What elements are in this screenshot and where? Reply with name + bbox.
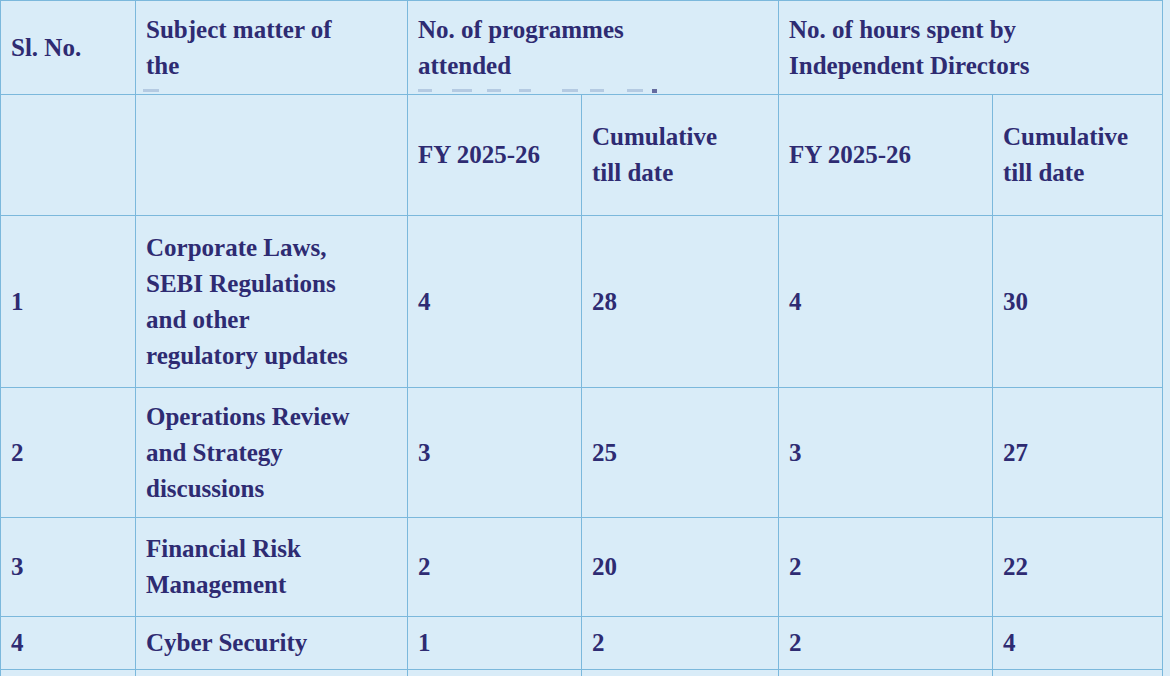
subheader-hours-fy: FY 2025-26 [779, 95, 993, 216]
cell-hours-cumulative: 4 [993, 617, 1163, 670]
cell-programmes-fy: 1 [408, 617, 582, 670]
cell-programmes-fy: 4 [408, 216, 582, 388]
cell-programmes-fy: 2 [408, 518, 582, 617]
cell-sl-no: 3 [1, 518, 136, 617]
subheader-hours-cumulative: Cumulative till date [993, 95, 1163, 216]
cell-programmes-cumulative: 2 [582, 617, 779, 670]
cell-sl-no: 1 [1, 216, 136, 388]
header-sl-no: Sl. No. [1, 1, 136, 95]
table-row: 4 Cyber Security 1 2 2 4 [1, 617, 1163, 670]
cell-programmes-cumulative: 20 [582, 518, 779, 617]
table-row-clipped [1, 670, 1163, 676]
cell-sl-no: 4 [1, 617, 136, 670]
cell-clipped [408, 670, 582, 676]
subheader-empty-sl [1, 95, 136, 216]
cell-subject: Cyber Security [136, 617, 408, 670]
cell-clipped [582, 670, 779, 676]
subheader-programmes-fy: FY 2025-26 [408, 95, 582, 216]
cell-subject: Financial Risk Management [136, 518, 408, 617]
header-row-groups: Sl. No. Subject matter of the No. of pro… [1, 1, 1163, 95]
cell-clipped [993, 670, 1163, 676]
cell-hours-cumulative: 27 [993, 388, 1163, 518]
cell-subject: Operations Review and Strategy discussio… [136, 388, 408, 518]
subheader-programmes-cumulative: Cumulative till date [582, 95, 779, 216]
cell-sl-no: 2 [1, 388, 136, 518]
table-row: 2 Operations Review and Strategy discuss… [1, 388, 1163, 518]
table-row: 3 Financial Risk Management 2 20 2 22 [1, 518, 1163, 617]
cell-hours-fy: 2 [779, 617, 993, 670]
cell-hours-cumulative: 30 [993, 216, 1163, 388]
cell-clipped [136, 670, 408, 676]
table-row: 1 Corporate Laws, SEBI Regulations and o… [1, 216, 1163, 388]
cell-clipped [1, 670, 136, 676]
cell-hours-fy: 3 [779, 388, 993, 518]
cell-hours-fy: 2 [779, 518, 993, 617]
cell-programmes-fy: 3 [408, 388, 582, 518]
cell-programmes-cumulative: 25 [582, 388, 779, 518]
header-programmes-group: No. of programmes attended [408, 1, 779, 95]
subheader-empty-subject [136, 95, 408, 216]
cell-clipped [779, 670, 993, 676]
cell-subject: Corporate Laws, SEBI Regulations and oth… [136, 216, 408, 388]
header-row-sub: FY 2025-26 Cumulative till date FY 2025-… [1, 95, 1163, 216]
header-hours-group: No. of hours spent by Independent Direct… [779, 1, 1163, 95]
cell-programmes-cumulative: 28 [582, 216, 779, 388]
cell-hours-cumulative: 22 [993, 518, 1163, 617]
header-subject-matter: Subject matter of the [136, 1, 408, 95]
document-page: Sl. No. Subject matter of the No. of pro… [0, 0, 1170, 676]
programmes-hours-table: Sl. No. Subject matter of the No. of pro… [0, 0, 1163, 676]
cell-hours-fy: 4 [779, 216, 993, 388]
